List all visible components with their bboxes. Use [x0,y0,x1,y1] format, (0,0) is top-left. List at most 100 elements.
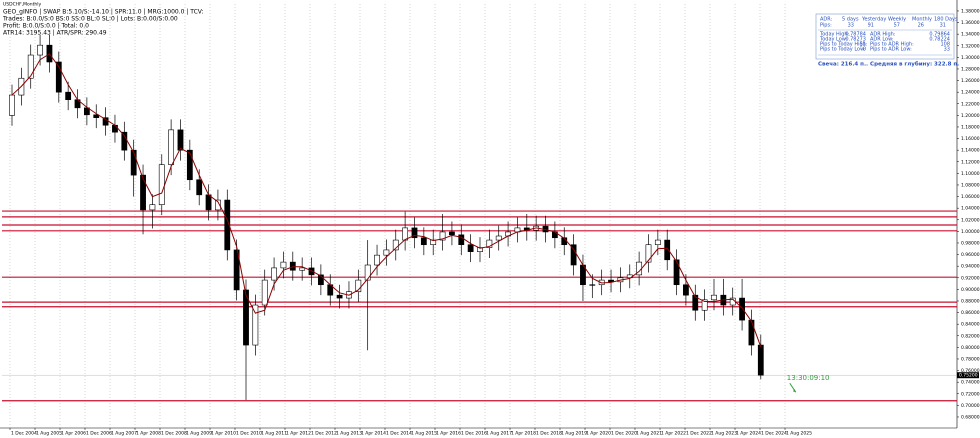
candle-body [299,267,306,271]
info-line: Trades: B:0.0/S:0 BS:0 SS:0 BL:0 SL:0 | … [2,16,178,23]
x-tick-label: 1 Aug 2015 [411,431,437,437]
candle-body [280,261,287,269]
y-tick-label: 0.96000 [961,252,980,258]
x-tick-label: 1 Aug 2025 [786,431,812,437]
candle-body [673,259,680,286]
candle-body [289,261,296,271]
y-tick-label: 0.70000 [961,403,980,409]
x-tick-label: 1 Dec 2016 [461,431,487,437]
y-tick-label: 0.90000 [961,287,980,293]
candle-body [645,244,652,263]
y-tick-label: 1.24000 [961,90,980,96]
candle-body [439,231,446,241]
candle-body [243,289,249,346]
candle-body [458,234,465,246]
y-tick-label: 0.74000 [961,380,980,386]
x-tick-label: 1 Apr 2012 [286,431,311,437]
candle-body [430,239,437,246]
candle-body [177,129,184,151]
panel-pips: 57 [894,23,900,29]
x-tick-label: 1 Apr 2018 [511,431,536,437]
y-tick-label: 1.26000 [961,78,980,84]
y-tick-label: 0.84000 [961,322,980,328]
candle-body [37,44,43,56]
y-tick-label: 0.82000 [961,333,980,339]
panel-footer: Свеча: 216.4 п.. Средняя в глубину: 322.… [818,61,959,68]
panel-header: 180 Days [934,17,958,23]
panel-cell: Today Low: [819,37,848,43]
info-line: Profit: B:0.0/S:0.0 | Total: 0.0 [3,23,89,30]
candle-body [654,239,661,246]
candle-body [748,319,755,346]
candle-body [252,304,259,346]
candle-body [233,249,240,291]
info-line: ATR14: 3195.43 | ATR/SPR: 290.49 [3,30,107,37]
panel-header: ADR: [820,17,833,23]
panel-cell: ADR High: [870,32,896,38]
candle-body [449,231,455,236]
candle-body [411,227,418,239]
y-tick-label: 1.04000 [961,206,980,212]
candle-body [608,279,614,283]
candle-body [467,244,474,252]
adr-panel [815,13,955,60]
y-tick-label: 1.32000 [961,43,980,49]
candle-body [271,267,277,281]
x-tick-label: 1 Dec 2022 [686,431,712,437]
x-tick-label: 1 Apr 2006 [61,431,86,437]
y-tick-label: 1.08000 [961,182,980,188]
panel-header: Weekly [888,17,906,23]
candle-body [186,149,193,181]
y-tick-label: 0.80000 [961,345,980,351]
candle-body [168,129,175,165]
panel-pips: 26 [918,23,924,29]
y-tick-label: 0.72000 [961,391,980,397]
y-tick-label: 1.18000 [961,124,980,130]
candle-body [739,297,745,321]
y-tick-label: 1.22000 [961,101,980,107]
panel-pips: 31 [940,23,946,29]
y-tick-label: 0.92000 [961,275,980,281]
candle-body [364,264,371,281]
y-tick-label: 0.88000 [961,298,980,304]
x-tick-label: 1 Dec 2024 [761,431,787,437]
y-tick-label: 1.06000 [961,194,980,200]
candle-body [261,279,268,306]
candle-body [570,244,577,266]
candle-body [701,299,708,311]
x-tick-label: 1 Apr 2016 [436,431,461,437]
y-tick-label: 1.16000 [961,136,980,142]
panel-cell: 108 [940,42,950,48]
candle-body [664,239,671,261]
panel-cell: Today High: [819,32,850,38]
panel-pips: 33 [848,23,854,29]
candle-body [383,249,390,256]
y-tick-label: 1.34000 [961,32,980,38]
x-tick-label: 1 Aug 2023 [711,431,737,437]
y-tick-label: 1.36000 [961,20,980,26]
moving-average [11,53,762,347]
x-tick-label: 1 Dec 2006 [86,431,112,437]
candle-body [355,279,362,292]
panel-pips: 91 [868,23,874,29]
candle-body [589,284,596,286]
y-tick-label: 1.02000 [961,217,980,223]
x-tick-label: 1 Apr 2008 [136,431,161,437]
candle-body [205,194,212,211]
x-tick-label: 1 Aug 2019 [561,431,587,437]
panel-cell: 0 [863,47,866,53]
candle-body [93,114,100,118]
candle-body [130,149,137,176]
y-tick-label: 0.98000 [961,240,980,246]
x-tick-label: 1 Aug 2005 [36,431,62,437]
annotation-arrowhead [792,389,796,393]
candle-body [27,54,34,79]
x-tick-label: 1 Apr 2010 [211,431,236,437]
panel-cell: Pips to Today Low: [820,47,866,53]
x-tick-label: 1 Dec 2012 [311,431,337,437]
panel-cell: Pips to ADR High: [870,42,914,48]
x-tick-label: 1 Apr 2020 [586,431,611,437]
candle-body [196,179,203,196]
